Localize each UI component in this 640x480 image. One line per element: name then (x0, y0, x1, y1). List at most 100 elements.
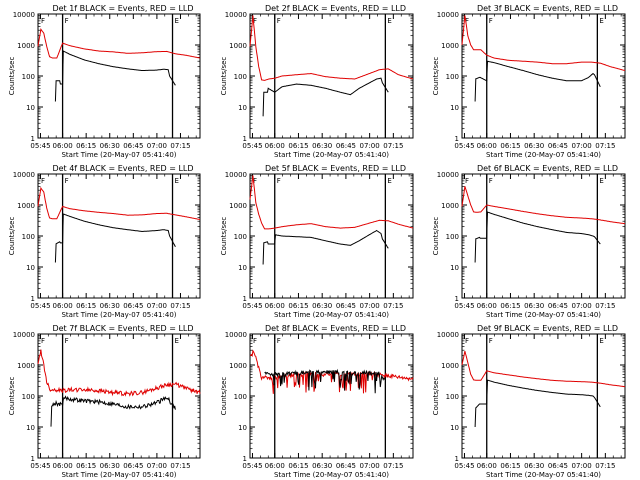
marker-label: E (599, 17, 603, 25)
x-tick-label: 06:45 (336, 142, 356, 150)
y-tick-label: 1 (31, 135, 35, 143)
y-tick-label: 1 (243, 455, 247, 463)
y-tick-label: 1000 (441, 42, 459, 50)
x-tick-label: 06:15 (500, 462, 520, 470)
panel-det-2: Det 2f BLACK = Events, RED = LLD 1 10 100 10… (220, 4, 414, 159)
panel-title: Det 7f BLACK = Events, RED = LLD (52, 324, 193, 333)
x-tick-label: 06:30 (100, 462, 120, 470)
y-tick-label: 1 (455, 135, 459, 143)
x-tick-label: 05:45 (242, 302, 262, 310)
panel-title: Det 8f BLACK = Events, RED = LLD (265, 324, 406, 333)
y-tick-label: 100 (446, 73, 459, 81)
x-tick-label: 06:00 (477, 142, 497, 150)
y-tick-label: 10000 (13, 11, 35, 19)
lld-series-line (37, 349, 201, 397)
marker-label: E (599, 337, 603, 345)
panel-det-3: Det 3f BLACK = Events, RED = LLD 1 10 100 10… (432, 4, 626, 159)
y-tick-label: 100 (22, 73, 35, 81)
x-tick-label: 07:00 (147, 302, 167, 310)
events-series-line (474, 211, 601, 263)
x-tick-label: 06:30 (524, 302, 544, 310)
events-series-line (264, 368, 386, 394)
x-tick-label: 05:45 (454, 462, 474, 470)
y-tick-label: 10000 (437, 11, 459, 19)
x-tick-label: 06:15 (288, 142, 308, 150)
panel-title: Det 9f BLACK = Events, RED = LLD (477, 324, 618, 333)
x-tick-label: 06:00 (477, 302, 497, 310)
x-axis-label: Start Time (20-May-07 05:41:40) (274, 151, 389, 159)
x-tick-label: 07:15 (595, 142, 615, 150)
x-tick-label: 06:15 (288, 462, 308, 470)
y-axis-label: Counts/sec (220, 377, 228, 416)
x-tick-label: 06:00 (52, 142, 72, 150)
y-tick-label: 1 (455, 295, 459, 303)
x-tick-label: 06:30 (312, 142, 332, 150)
x-tick-label: 05:45 (30, 462, 50, 470)
x-tick-label: 07:00 (572, 142, 592, 150)
events-series-line (474, 379, 601, 428)
y-tick-label: 1 (243, 295, 247, 303)
panel-det-4: Det 4f BLACK = Events, RED = LLD 1 10 100 10… (8, 164, 201, 319)
y-tick-label: 100 (446, 233, 459, 241)
x-tick-label: 06:15 (500, 142, 520, 150)
marker-label: F (489, 17, 493, 25)
events-series-line (474, 60, 601, 102)
lld-series-line (37, 28, 201, 59)
x-tick-label: 07:15 (595, 462, 615, 470)
y-tick-label: 10 (450, 104, 459, 112)
events-series-line (54, 50, 176, 102)
x-tick-label: 06:45 (123, 302, 143, 310)
x-tick-label: 07:00 (360, 142, 380, 150)
marker-label: F (41, 337, 45, 345)
x-axis-label: Start Time (20-May-07 05:41:40) (274, 471, 389, 479)
x-tick-label: 05:45 (242, 462, 262, 470)
y-tick-label: 10000 (437, 331, 459, 339)
marker-label: F (253, 177, 257, 185)
x-tick-label: 07:15 (383, 302, 403, 310)
panel-det-9: Det 9f BLACK = Events, RED = LLD 1 10 100 10… (432, 324, 626, 479)
x-tick-label: 07:00 (360, 302, 380, 310)
y-tick-label: 10 (238, 264, 247, 272)
marker-label: E (175, 17, 179, 25)
marker-label: F (253, 337, 257, 345)
x-tick-label: 06:00 (52, 302, 72, 310)
marker-label: F (41, 177, 45, 185)
y-tick-label: 10 (238, 424, 247, 432)
y-tick-label: 1 (31, 455, 35, 463)
x-tick-label: 06:15 (500, 302, 520, 310)
x-tick-label: 07:15 (170, 302, 190, 310)
lld-series-line (37, 186, 201, 220)
x-tick-label: 06:45 (336, 462, 356, 470)
marker-label: F (465, 17, 469, 25)
y-tick-label: 1000 (229, 362, 247, 370)
x-tick-label: 06:30 (100, 142, 120, 150)
lld-series-line (249, 175, 414, 230)
y-tick-label: 10 (450, 264, 459, 272)
marker-label: E (175, 337, 179, 345)
marker-label: F (65, 177, 69, 185)
marker-label: E (387, 177, 391, 185)
y-tick-label: 100 (234, 233, 247, 241)
x-tick-label: 07:15 (595, 302, 615, 310)
lld-series-line (249, 15, 414, 81)
panel-title: Det 2f BLACK = Events, RED = LLD (265, 4, 406, 13)
x-axis-label: Start Time (20-May-07 05:41:40) (274, 311, 389, 319)
x-tick-label: 06:00 (52, 462, 72, 470)
panel-title: Det 5f BLACK = Events, RED = LLD (265, 164, 406, 173)
y-tick-label: 1000 (441, 202, 459, 210)
y-tick-label: 10000 (225, 11, 247, 19)
panel-title: Det 6f BLACK = Events, RED = LLD (477, 164, 618, 173)
y-tick-label: 1000 (17, 362, 35, 370)
x-tick-label: 06:30 (312, 302, 332, 310)
marker-label: E (599, 177, 603, 185)
panel-det-1: Det 1f BLACK = Events, RED = LLD 1 10 100 10… (8, 4, 201, 159)
x-tick-label: 06:15 (288, 302, 308, 310)
lld-series-line (461, 186, 626, 225)
x-tick-label: 06:30 (524, 462, 544, 470)
x-tick-label: 06:30 (100, 302, 120, 310)
x-tick-label: 05:45 (454, 302, 474, 310)
y-tick-label: 10 (26, 104, 35, 112)
x-tick-label: 06:45 (336, 302, 356, 310)
x-tick-label: 07:15 (170, 462, 190, 470)
